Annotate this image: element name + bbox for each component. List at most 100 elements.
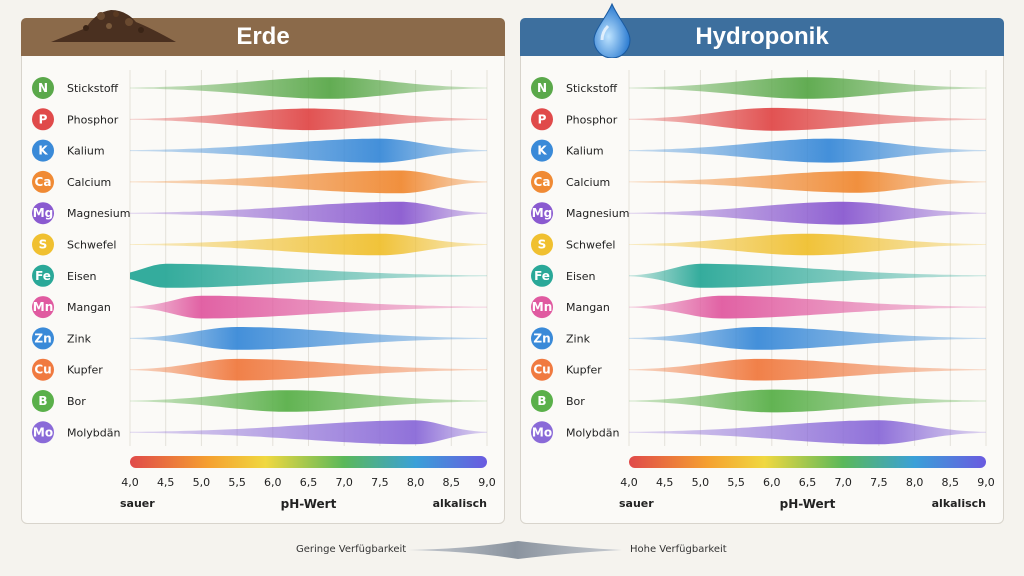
nutrient-name: Kupfer (566, 364, 602, 377)
ph-tick-label: 8,0 (407, 476, 425, 489)
availability-band-bor (130, 390, 487, 412)
nutrient-name: Zink (67, 332, 92, 345)
nutrient-symbol: Mg (33, 206, 54, 220)
nutrient-symbol: S (39, 238, 48, 252)
nutrient-symbol-circle (32, 327, 54, 350)
availability-band-kalium (130, 138, 487, 163)
ph-tick-label: 4,0 (620, 476, 638, 489)
ph-tick-label: 8,5 (942, 476, 960, 489)
ph-color-scale (629, 456, 986, 468)
acid-label: sauer (619, 497, 654, 510)
nutrient-symbol: Ca (534, 175, 551, 189)
nutrient-symbol: Mo (33, 425, 53, 439)
availability-band-magnesium (130, 201, 487, 225)
availability-band-eisen (629, 263, 986, 288)
nutrient-symbol: Ca (35, 175, 52, 189)
nutrient-symbol-circle (32, 170, 54, 193)
nutrient-symbol-circle (531, 327, 553, 350)
alkaline-label: alkalisch (932, 497, 986, 510)
nutrient-symbol: Mg (532, 206, 553, 220)
availability-legend-shape (408, 541, 622, 559)
nutrient-symbol-circle (32, 421, 54, 444)
ph-tick-label: 4,5 (656, 476, 674, 489)
nutrient-name: Stickstoff (67, 82, 119, 95)
nutrient-symbol-circle (531, 77, 553, 99)
availability-band-kupfer (130, 358, 487, 381)
nutrient-symbol-circle (531, 296, 553, 319)
ph-axis-title: pH-Wert (281, 497, 337, 511)
ph-tick-label: 8,0 (906, 476, 924, 489)
ph-tick-label: 6,5 (799, 476, 817, 489)
ph-tick-label: 6,5 (300, 476, 318, 489)
ph-tick-label: 5,0 (193, 476, 211, 489)
nutrient-name: Kalium (566, 145, 604, 158)
nutrient-name: Mangan (67, 301, 111, 314)
nutrient-name: Schwefel (566, 239, 615, 252)
ph-axis-title: pH-Wert (780, 497, 836, 511)
availability-band-calcium (629, 171, 986, 193)
nutrient-symbol-circle (32, 358, 54, 381)
nutrient-symbol: Cu (34, 363, 51, 377)
ph-tick-label: 9,0 (478, 476, 496, 489)
ph-color-scale (130, 456, 487, 468)
nutrient-symbol-circle (32, 139, 54, 162)
nutrient-name: Bor (566, 395, 585, 408)
legend: Geringe Verfügbarkeit Hohe Verfügbarkeit (0, 536, 1024, 566)
ph-tick-label: 4,5 (157, 476, 175, 489)
nutrient-name: Calcium (67, 176, 111, 189)
nutrient-name: Phosphor (566, 113, 618, 126)
legend-high-label: Hohe Verfügbarkeit (630, 544, 727, 555)
nutrient-symbol: Mn (532, 300, 552, 314)
nutrient-name: Magnesium (67, 207, 130, 220)
nutrient-symbol: B (537, 394, 546, 408)
nutrient-symbol: Cu (533, 363, 550, 377)
availability-band-phosphor (629, 107, 986, 131)
nutrient-symbol: B (38, 394, 47, 408)
water-drop-icon (593, 2, 631, 58)
nutrient-name: Calcium (566, 176, 610, 189)
acid-label: sauer (120, 497, 155, 510)
nutrient-symbol: K (537, 144, 547, 158)
availability-band-schwefel (130, 233, 487, 256)
availability-band-kalium (629, 138, 986, 163)
nutrient-symbol-circle (32, 77, 54, 99)
nutrient-name: Magnesium (566, 207, 629, 220)
nutrient-symbol-circle (531, 139, 553, 162)
soil-pile-icon (51, 10, 176, 42)
nutrient-symbol-circle (531, 264, 553, 287)
ph-tick-label: 7,0 (335, 476, 353, 489)
nutrient-symbol-circle (32, 233, 54, 256)
soil-panel: Erde (21, 10, 505, 524)
nutrient-name: Schwefel (67, 239, 116, 252)
hydro-title: Hydroponik (695, 23, 829, 50)
availability-band-stickstoff (629, 77, 986, 99)
soil-title: Erde (236, 23, 290, 50)
availability-band-eisen (130, 263, 487, 288)
availability-band-stickstoff (130, 77, 487, 99)
ph-tick-label: 7,0 (834, 476, 852, 489)
availability-band-phosphor (130, 108, 487, 131)
nutrient-symbol-circle (32, 108, 54, 131)
nutrient-symbol-circle (32, 202, 54, 225)
availability-band-mangan (130, 295, 487, 319)
chart-0: N Stickstoff P Phosphor K Kalium Ca Calcium Mg Ma… (32, 70, 496, 511)
ph-tick-label: 5,5 (228, 476, 246, 489)
nutrient-symbol: S (538, 238, 547, 252)
availability-band-calcium (130, 170, 487, 194)
nutrient-name: Phosphor (67, 113, 119, 126)
nutrient-name: Eisen (67, 270, 97, 283)
nutrient-name: Molybdän (67, 426, 120, 439)
ph-tick-label: 8,5 (443, 476, 461, 489)
availability-band-magnesium (629, 201, 986, 225)
availability-band-schwefel (629, 233, 986, 256)
ph-tick-label: 6,0 (763, 476, 781, 489)
nutrient-symbol: N (38, 81, 48, 95)
nutrient-name: Bor (67, 395, 86, 408)
nutrient-name: Kupfer (67, 364, 103, 377)
nutrient-symbol-circle (531, 233, 553, 256)
nutrient-symbol: Fe (534, 269, 550, 283)
nutrient-symbol-circle (531, 170, 553, 193)
nutrient-symbol: Zn (34, 331, 51, 345)
nutrient-symbol-circle (32, 264, 54, 287)
